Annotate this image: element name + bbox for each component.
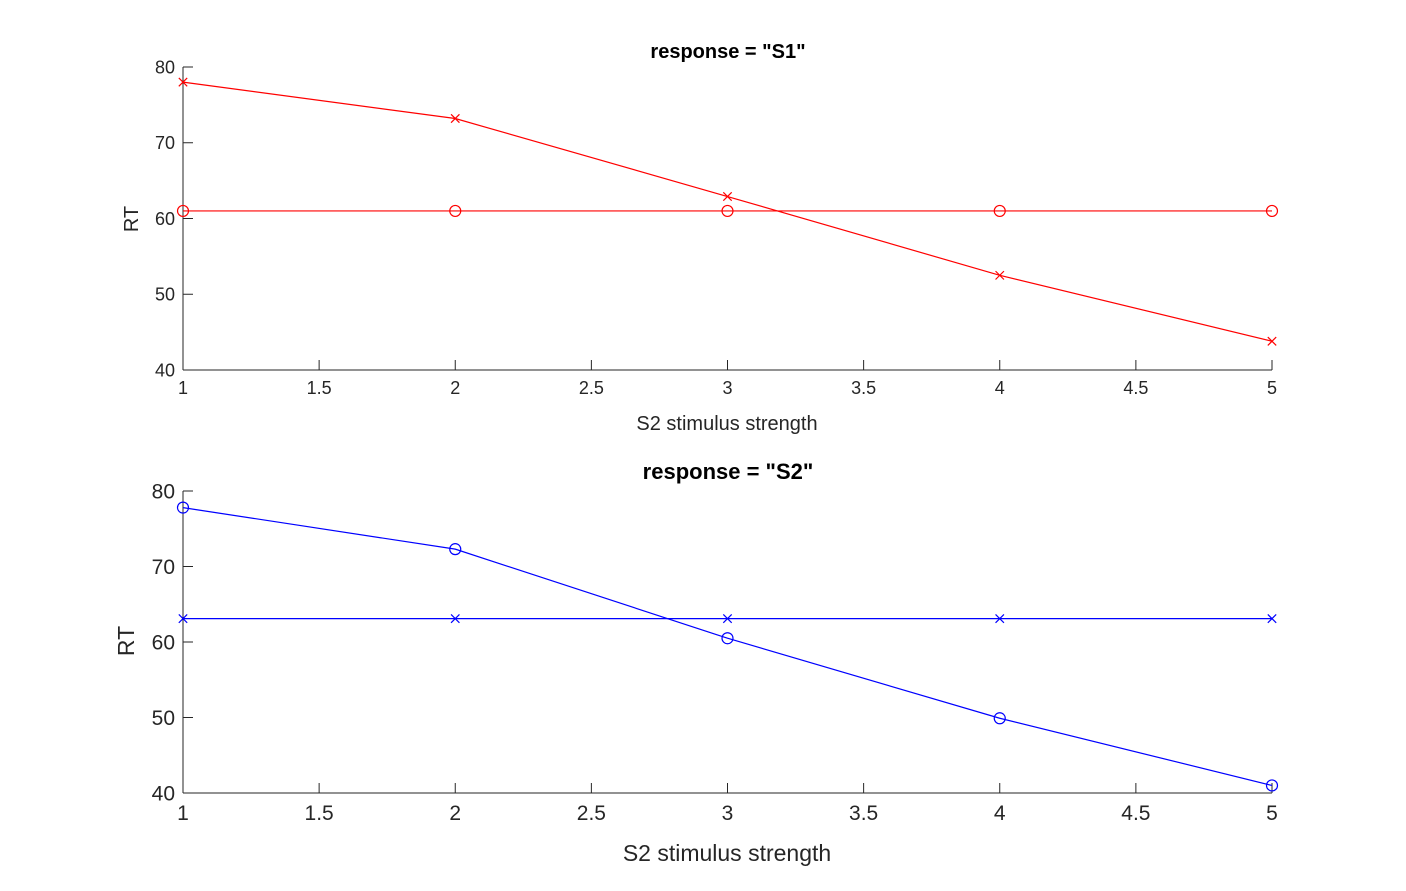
chart-s2-y-tick-label: 50 [152,707,175,730]
chart-s1-y-tick-label: 70 [155,133,175,153]
chart-s1-point-circle [449,204,462,218]
chart-s2-y-tick-label: 40 [152,783,175,806]
chart-s2-y-tick-label: 60 [152,632,175,655]
chart-s1-x-tick-label: 4.5 [1123,378,1148,398]
chart-s1-y-tick-label: 80 [155,57,175,77]
chart-s1-x-tick-label: 2 [450,378,460,398]
chart-s1-point-cross [722,191,733,202]
chart-s1: response = "S1" S2 stimulus strength RT … [121,41,1279,435]
chart-s1-title: response = "S1" [650,41,805,63]
chart-s1-point-circle [721,204,734,218]
chart-s2-title: response = "S2" [643,459,814,484]
chart-s2-x-tick-label: 4.5 [1121,802,1150,825]
chart-s1-y-tick-label: 60 [155,209,175,229]
chart-s2: response = "S2" S2 stimulus strength RT … [113,459,1279,866]
chart-s1-point-cross [178,77,188,87]
chart-s2-y-tick-label: 80 [152,481,175,504]
chart-s2-point-cross [1267,613,1277,624]
chart-s2-point-cross [450,613,460,624]
chart-s2-x-tick-label: 4 [994,802,1006,825]
chart-s1-x-tick-label: 3 [722,378,732,398]
chart-s2-series-o-line [182,507,1273,787]
chart-s1-point-circle [993,204,1006,218]
chart-s1-xlabel: S2 stimulus strength [636,413,817,435]
chart-s2-point-circle [1265,779,1279,792]
chart-s1-x-tick-label: 4 [995,378,1005,398]
chart-s2-plot: 1 1.5 2 2.5 3 3.5 4 4.5 5 40 50 60 70 80 [152,481,1279,825]
chart-s2-y-tick-label: 70 [152,556,175,579]
chart-s1-x-tick-label: 1.5 [307,378,332,398]
chart-s2-point-cross [995,613,1005,624]
chart-s1-y-tick-label: 40 [155,360,175,380]
chart-s1-point-circle [1265,204,1279,218]
chart-s1-y-tick-label: 50 [155,285,175,305]
chart-s2-point-cross [178,613,188,624]
chart-s2-x-tick-label: 3.5 [849,802,878,825]
chart-s2-point-circle [176,501,190,514]
chart-s1-plot: 1 1.5 2 2.5 3 3.5 4 4.5 5 40 50 60 70 80 [155,57,1279,398]
chart-s1-point-cross [995,270,1005,280]
chart-s2-x-tick-label: 2 [449,802,461,825]
chart-s1-point-circle [176,204,190,218]
chart-s1-point-cross [450,113,460,124]
chart-s2-x-tick-label: 3 [722,802,734,825]
chart-s1-x-tick-label: 5 [1267,378,1277,398]
chart-s2-point-circle [993,712,1006,725]
chart-s2-x-tick-label: 1.5 [305,802,334,825]
chart-s2-x-tick-label: 5 [1266,802,1278,825]
chart-s2-xlabel: S2 stimulus strength [623,840,831,866]
chart-s2-x-tick-label: 2.5 [577,802,606,825]
chart-s2-ylabel: RT [113,626,139,656]
chart-s2-point-circle [721,632,734,645]
chart-s2-point-cross [722,613,733,624]
chart-s1-x-tick-label: 3.5 [851,378,876,398]
chart-s1-x-tick-label: 2.5 [579,378,604,398]
chart-s1-ylabel: RT [121,206,143,232]
chart-s2-x-tick-label: 1 [177,802,189,825]
chart-s1-point-cross [1267,336,1277,346]
chart-s1-x-tick-label: 1 [178,378,188,398]
chart-s2-point-circle [449,543,462,556]
